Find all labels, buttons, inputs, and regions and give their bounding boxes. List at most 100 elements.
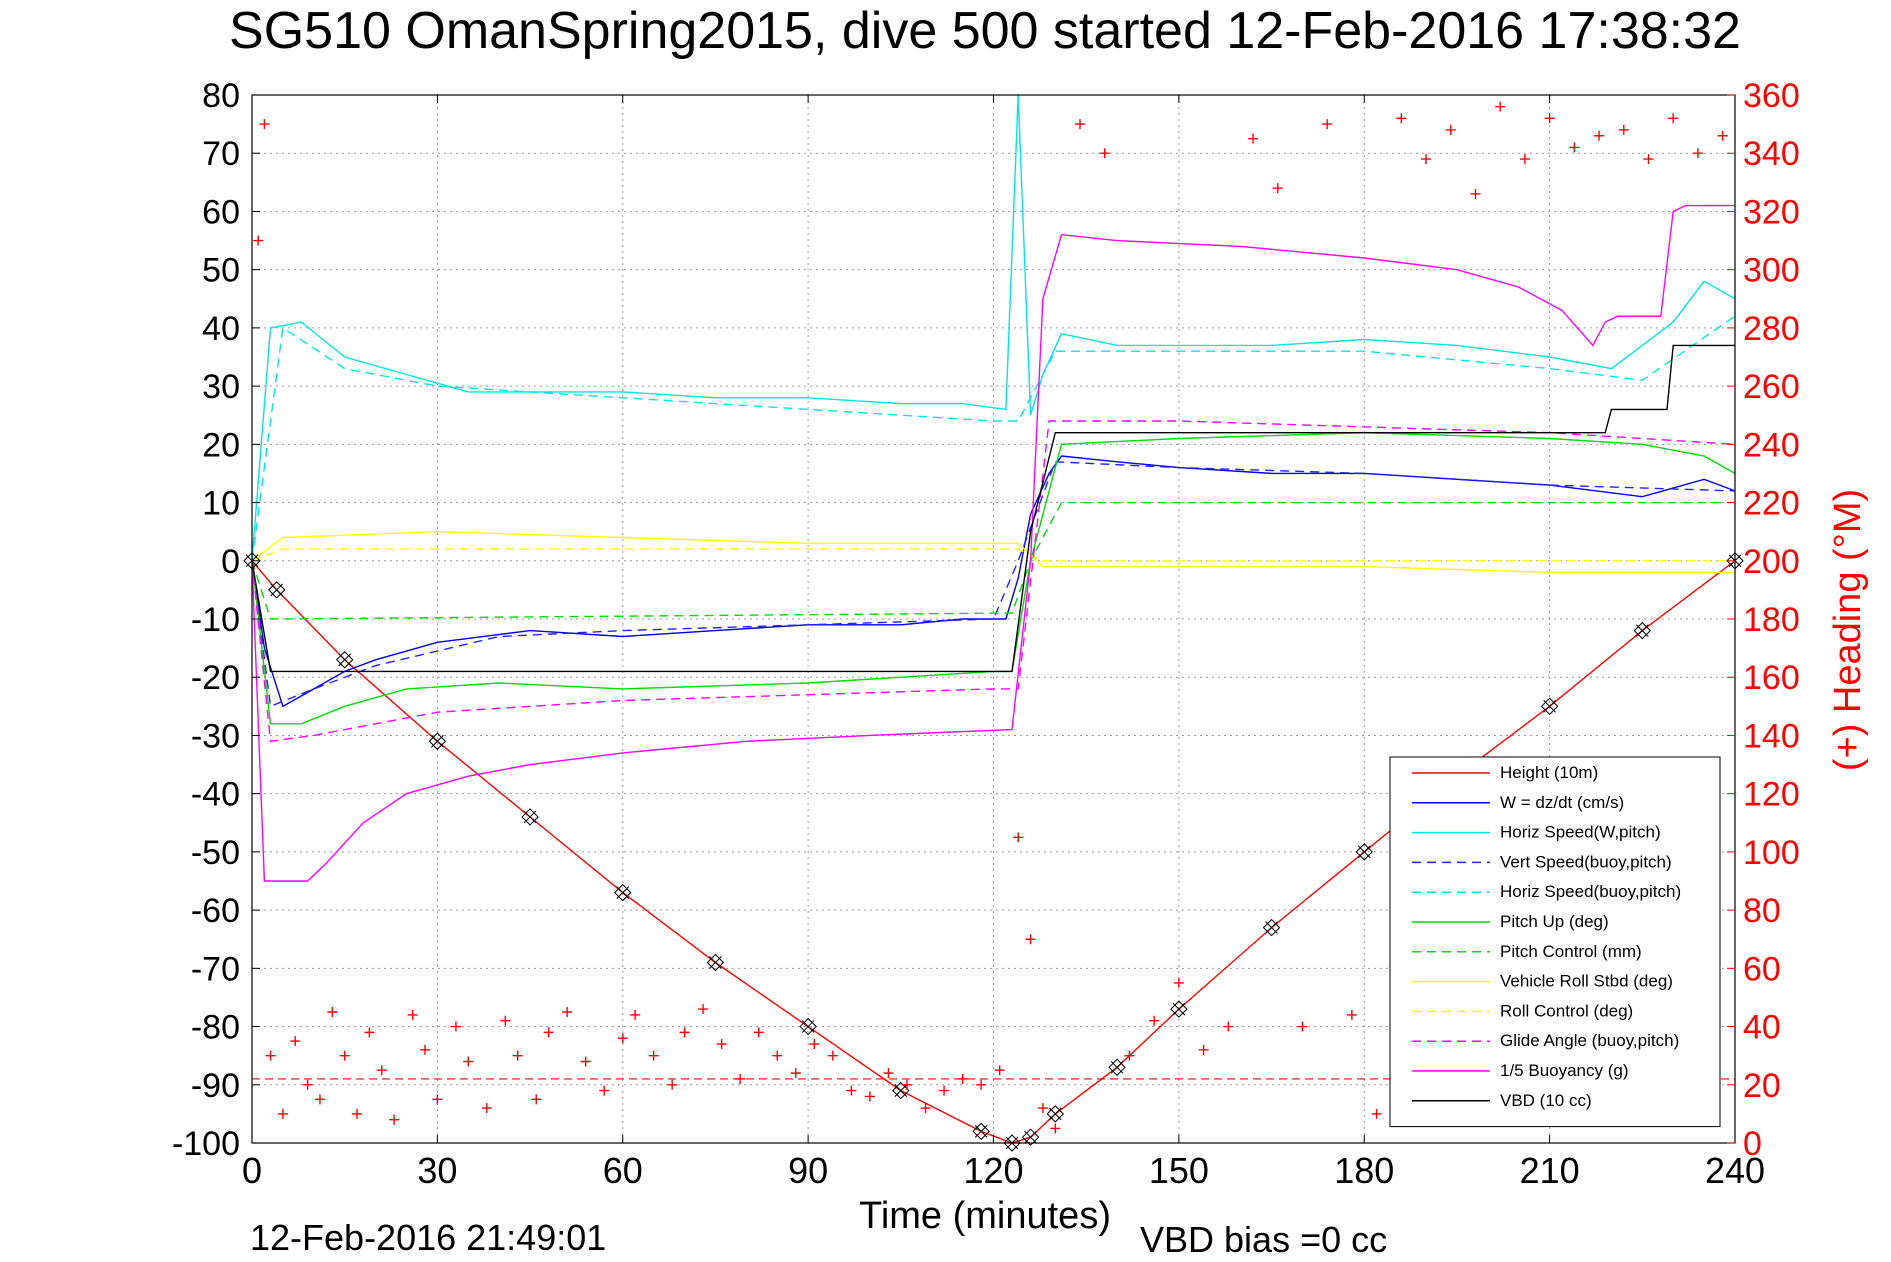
y-right-tick-label: 40 <box>1743 1009 1781 1047</box>
y-right-tick-label: 340 <box>1743 135 1800 173</box>
legend-label: Height (10m) <box>1500 763 1598 782</box>
x-tick-label: 120 <box>963 1150 1023 1191</box>
heading-point <box>827 1050 838 1061</box>
x-tick-label: 60 <box>603 1150 643 1191</box>
series-line <box>251 94 1736 561</box>
legend-label: VBD (10 cc) <box>1500 1091 1592 1110</box>
y-right-tick-label: 0 <box>1743 1125 1762 1163</box>
y-right-tick-label: 220 <box>1743 485 1800 523</box>
heading-point <box>1717 130 1728 141</box>
heading-point <box>1248 133 1259 144</box>
y-right-tick-label: 180 <box>1743 601 1800 639</box>
heading-point <box>277 1108 288 1119</box>
height-marker <box>268 581 286 599</box>
legend-label: W = dz/dt (cm/s) <box>1500 793 1624 812</box>
heading-point <box>1371 1108 1382 1119</box>
heading-points <box>253 101 1728 1134</box>
timestamp-footer: 12-Feb-2016 21:49:01 <box>250 1217 606 1258</box>
y-axis-right-ticks: 3603403203002802602402202001801601401201… <box>1727 77 1800 1163</box>
y-right-tick-label: 200 <box>1743 543 1800 581</box>
heading-point <box>562 1007 573 1017</box>
height-marker <box>706 953 725 972</box>
y-right-tick-label: 300 <box>1743 252 1800 290</box>
legend-box <box>1389 756 1721 1128</box>
heading-point <box>253 235 264 246</box>
heading-point <box>1198 1044 1209 1055</box>
legend-label: Vehicle Roll Stbd (deg) <box>1500 972 1673 991</box>
heading-point <box>1025 934 1036 945</box>
height-marker <box>1355 843 1373 861</box>
legend-label: 1/5 Buoyancy (g) <box>1500 1061 1629 1080</box>
heading-point <box>302 1079 313 1090</box>
y-left-tick-label: -100 <box>172 1125 240 1163</box>
heading-point <box>920 1103 931 1114</box>
y-right-tick-label: 320 <box>1743 193 1800 231</box>
x-tick-label: 210 <box>1520 1150 1580 1191</box>
height-marker <box>1170 1000 1188 1018</box>
heading-point <box>420 1044 431 1055</box>
heading-point <box>265 1050 276 1061</box>
heading-point <box>753 1027 764 1038</box>
y-right-tick-label: 260 <box>1743 368 1800 406</box>
y-right-tick-label: 60 <box>1743 950 1781 988</box>
heading-point <box>994 1065 1005 1076</box>
heading-point <box>716 1039 727 1050</box>
height-marker <box>428 732 447 750</box>
heading-point <box>864 1091 875 1102</box>
legend-label: Glide Angle (buoy,pitch) <box>1500 1031 1679 1050</box>
heading-point <box>630 1009 641 1020</box>
heading-point <box>1495 101 1506 112</box>
heading-point <box>531 1094 542 1105</box>
series-line <box>251 431 1736 725</box>
heading-point <box>599 1085 610 1096</box>
height-marker <box>1108 1058 1126 1077</box>
series-line <box>251 204 1735 882</box>
x-tick-label: 150 <box>1149 1150 1209 1191</box>
heading-point <box>1519 154 1530 165</box>
heading-point <box>450 1021 461 1032</box>
heading-point <box>1569 142 1580 153</box>
heading-point <box>698 1004 709 1015</box>
x-axis-label: Time (minutes) <box>859 1195 1111 1237</box>
y-left-tick-label: 50 <box>202 252 240 290</box>
heading-point <box>543 1027 554 1038</box>
heading-point <box>1396 113 1407 124</box>
height-marker <box>972 1122 990 1141</box>
heading-point <box>432 1094 443 1105</box>
x-tick-label: 240 <box>1705 1150 1765 1191</box>
series-line <box>251 344 1735 673</box>
x-tick-label: 180 <box>1334 1150 1394 1191</box>
heading-point <box>1173 977 1184 988</box>
height-marker <box>799 1017 817 1036</box>
y-right-tick-label: 20 <box>1743 1067 1781 1105</box>
legend-label: Pitch Up (deg) <box>1500 912 1609 931</box>
legend-label: Vert Speed(buoy,pitch) <box>1500 852 1672 871</box>
height-marker <box>614 883 632 902</box>
heading-point <box>1099 148 1110 159</box>
height-marker <box>1633 621 1652 640</box>
y-left-tick-label: -60 <box>191 892 240 930</box>
series-line <box>251 548 1735 562</box>
heading-point <box>1445 124 1456 135</box>
heading-point <box>463 1056 474 1067</box>
heading-point <box>1037 1103 1048 1114</box>
series-line <box>251 461 1736 708</box>
y-left-tick-label: 0 <box>221 543 240 581</box>
heading-point <box>648 1050 659 1061</box>
heading-point <box>939 1085 950 1096</box>
y-left-tick-label: 30 <box>202 368 240 406</box>
heading-point <box>1470 188 1481 199</box>
heading-point <box>1050 1123 1061 1134</box>
heading-point <box>352 1108 363 1119</box>
y-left-tick-label: -20 <box>191 659 240 697</box>
height-marker <box>521 808 539 826</box>
heading-point <box>376 1065 387 1076</box>
heading-point <box>809 1039 820 1050</box>
height-marker <box>892 1081 910 1100</box>
legend-label: Horiz Speed(buoy,pitch) <box>1500 882 1681 901</box>
heading-point <box>364 1027 375 1038</box>
y-right-tick-label: 100 <box>1743 834 1800 872</box>
y-left-tick-label: -90 <box>191 1067 240 1105</box>
y-right-tick-label: 140 <box>1743 717 1800 755</box>
